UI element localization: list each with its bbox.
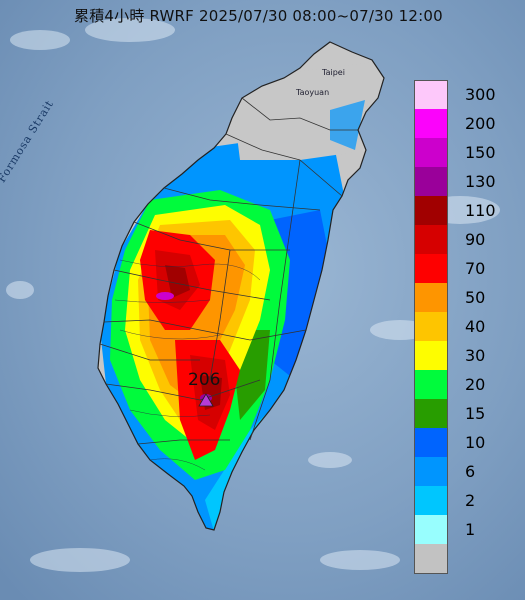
county-boundaries [99, 97, 358, 445]
legend-swatch [414, 109, 448, 138]
legend-swatch [414, 486, 448, 515]
legend-swatch [414, 312, 448, 341]
legend-label: 90 [465, 230, 486, 249]
river-lines [114, 259, 261, 471]
legend-swatch [414, 399, 448, 428]
legend-label: 110 [465, 201, 496, 220]
legend-label: 200 [465, 114, 496, 133]
city-label-taoyuan: Taoyuan [296, 88, 330, 97]
legend-label: 20 [465, 375, 486, 394]
legend-swatch [414, 167, 448, 196]
legend-label: 70 [465, 259, 486, 278]
legend-label: 150 [465, 143, 496, 162]
legend-swatch [414, 254, 448, 283]
legend-swatch [414, 457, 448, 486]
legend-swatch [414, 80, 448, 110]
legend-swatch [414, 544, 448, 574]
legend-label: 10 [465, 433, 486, 452]
legend-label: 1 [465, 520, 476, 539]
legend-swatch [414, 341, 448, 370]
coastline [97, 41, 385, 531]
legend-swatch [414, 225, 448, 254]
legend-swatch [414, 283, 448, 312]
legend-label: 40 [465, 317, 486, 336]
max-triangle-icon [198, 393, 214, 407]
legend-swatch [414, 138, 448, 167]
legend-swatch [414, 370, 448, 399]
city-label-taipei: Taipei [322, 68, 345, 77]
legend-swatch [414, 428, 448, 457]
legend-label: 130 [465, 172, 496, 191]
legend-label: 15 [465, 404, 486, 423]
legend-label: 6 [465, 462, 476, 481]
color-legend: 300 200 150 130 110 90 70 50 40 30 20 15 10 6 2 1 [414, 80, 524, 574]
legend-swatch [414, 196, 448, 225]
map-title: 累積4小時 RWRF 2025/07/30 08:00~07/30 12:00 [74, 7, 443, 25]
max-value-label: 206 [188, 370, 221, 390]
legend-label: 300 [465, 85, 496, 104]
legend-label: 50 [465, 288, 486, 307]
legend-label: 30 [465, 346, 486, 365]
legend-label: 2 [465, 491, 476, 510]
legend-swatch [414, 515, 448, 544]
